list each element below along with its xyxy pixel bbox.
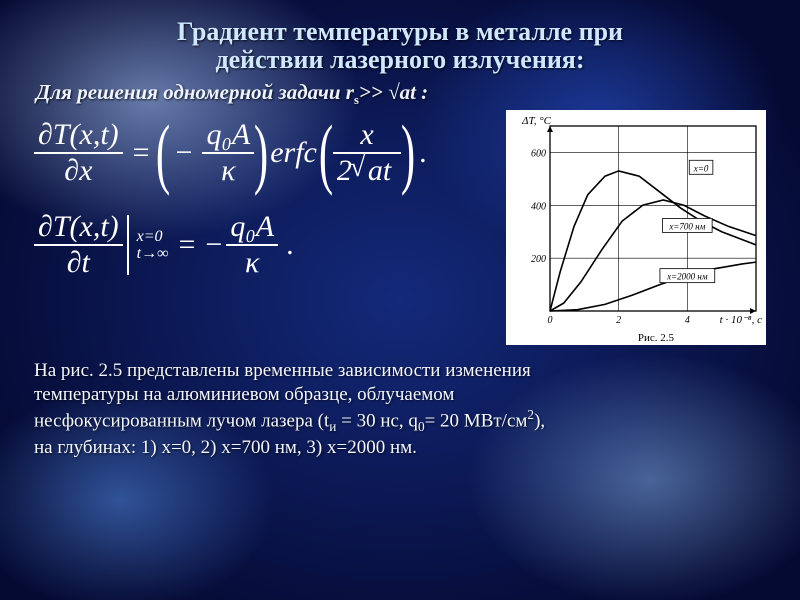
title-line2: действии лазерного излучения: xyxy=(215,45,584,74)
cond-prefix: Для решения одномерной задачи r xyxy=(36,80,354,104)
eq1-coef: q₀A κ xyxy=(202,118,254,188)
eq1-period: . xyxy=(419,136,427,170)
svg-text:x=2000 нм: x=2000 нм xyxy=(666,272,708,282)
paren-close-1: ) xyxy=(254,121,268,185)
svg-text:0: 0 xyxy=(548,315,553,326)
eq2-period: . xyxy=(286,228,294,262)
sqrt-icon: at xyxy=(352,154,397,188)
eq2-lim1: x=0 xyxy=(137,228,163,245)
body-l3a: несфокусированным лучом лазера (t xyxy=(34,410,329,431)
eq2-lhs-num: ∂T(x,t) xyxy=(34,210,123,246)
body-l3-sub2: 0 xyxy=(418,419,425,434)
body-text: На рис. 2.5 представлены временные завис… xyxy=(34,359,766,459)
body-l3c: = 20 МВт/см xyxy=(425,410,528,431)
eq1-arg: x 2at xyxy=(333,118,401,188)
chart-panel: 0 2 4 200 400 600 ΔT, °C t · 10⁻⁸, c x=0 x=700 нм… xyxy=(506,110,766,345)
svg-text:x=0: x=0 xyxy=(693,164,709,174)
equals-sign: = xyxy=(127,136,156,170)
svg-text:x=700 нм: x=700 нм xyxy=(668,222,705,232)
minus-sign: − xyxy=(170,136,199,170)
eval-bar-icon xyxy=(127,215,129,275)
svg-text:ΔT, °C: ΔT, °C xyxy=(521,115,552,127)
body-l3b: = 30 нс, q xyxy=(336,410,418,431)
paren-open-1: ( xyxy=(155,121,169,185)
eq2-limits: x=0 t→∞ xyxy=(137,228,169,263)
math-column: ∂T(x,t) ∂x = ( − q₀A κ ) erfc ( x 2at xyxy=(34,114,496,296)
equation-1: ∂T(x,t) ∂x = ( − q₀A κ ) erfc ( x 2at xyxy=(34,118,496,188)
eq1-lhs: ∂T(x,t) ∂x xyxy=(34,118,123,188)
eq2-rhs: q₀A κ xyxy=(226,210,278,280)
svg-text:t · 10⁻⁸, c: t · 10⁻⁸, c xyxy=(720,314,762,326)
paren-open-2: ( xyxy=(319,121,333,185)
eq2-lhs-den: ∂t xyxy=(34,246,123,280)
svg-text:4: 4 xyxy=(685,315,690,326)
content-row: ∂T(x,t) ∂x = ( − q₀A κ ) erfc ( x 2at xyxy=(34,114,766,345)
eq1-arg-den: 2at xyxy=(333,154,401,188)
eq1-arg-num: x xyxy=(333,118,401,154)
slide-title: Градиент температуры в металле при дейст… xyxy=(34,18,766,74)
eq1-coef-num: q₀A xyxy=(202,118,254,154)
paren-close-2: ) xyxy=(401,121,415,185)
erfc-label: erfc xyxy=(268,136,319,170)
eq2-rhs-num: q₀A xyxy=(226,210,278,246)
eq1-lhs-num: ∂T(x,t) xyxy=(34,118,123,154)
svg-text:2: 2 xyxy=(616,315,621,326)
slide: Градиент температуры в металле при дейст… xyxy=(0,0,800,600)
body-line2: температуры на алюминиевом образце, облу… xyxy=(34,383,766,407)
equals-sign-2: = xyxy=(173,228,202,262)
eq2-lim2: t→∞ xyxy=(137,245,169,262)
equation-2: ∂T(x,t) ∂t x=0 t→∞ = − q₀A κ . xyxy=(34,210,496,280)
chart-svg: 0 2 4 200 400 600 ΔT, °C t · 10⁻⁸, c x=0 x=700 нм… xyxy=(506,110,766,345)
eq1-coef-den: κ xyxy=(202,154,254,188)
svg-text:400: 400 xyxy=(531,202,546,213)
eq1-lhs-den: ∂x xyxy=(34,154,123,188)
body-line4: на глубинах: 1) x=0, 2) x=700 нм, 3) x=2… xyxy=(34,436,766,460)
body-line3: несфокусированным лучом лазера (tи = 30 … xyxy=(34,407,766,436)
cond-suffix: >> √at : xyxy=(359,80,428,104)
svg-text:600: 600 xyxy=(531,149,546,160)
body-line1: На рис. 2.5 представлены временные завис… xyxy=(34,359,766,383)
eq1-sqrt-at: at xyxy=(366,152,397,187)
condition-text: Для решения одномерной задачи rs>> √at : xyxy=(36,80,766,108)
title-line1: Градиент температуры в металле при xyxy=(177,17,623,46)
eq2-rhs-den: κ xyxy=(226,246,278,280)
body-l3d: ), xyxy=(534,410,545,431)
eq2-lhs: ∂T(x,t) ∂t xyxy=(34,210,123,280)
minus-sign-2: − xyxy=(205,228,222,262)
svg-text:200: 200 xyxy=(531,254,546,265)
svg-text:Рис. 2.5: Рис. 2.5 xyxy=(638,332,675,344)
